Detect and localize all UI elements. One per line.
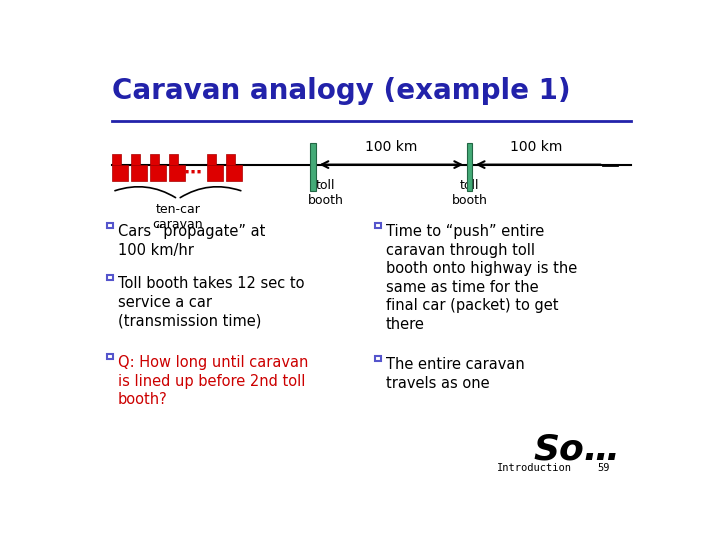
Text: ⋯: ⋯: [183, 164, 201, 182]
FancyBboxPatch shape: [226, 154, 235, 165]
Text: Cars “propagate” at
100 km/hr: Cars “propagate” at 100 km/hr: [118, 224, 265, 258]
Text: Caravan analogy (example 1): Caravan analogy (example 1): [112, 77, 571, 105]
FancyBboxPatch shape: [112, 165, 128, 181]
Bar: [374, 356, 382, 361]
Text: Q: How long until caravan
is lined up before 2nd toll
booth?: Q: How long until caravan is lined up be…: [118, 355, 308, 407]
FancyBboxPatch shape: [226, 165, 242, 181]
Text: 100 km: 100 km: [365, 140, 418, 154]
Bar: [374, 223, 382, 228]
FancyBboxPatch shape: [131, 154, 140, 165]
FancyBboxPatch shape: [150, 165, 166, 181]
Text: The entire caravan
travels as one: The entire caravan travels as one: [386, 357, 524, 391]
Bar: [107, 223, 114, 228]
Text: 59: 59: [598, 463, 611, 473]
Text: So…: So…: [533, 433, 620, 467]
FancyBboxPatch shape: [207, 154, 216, 165]
FancyBboxPatch shape: [112, 154, 121, 165]
Text: ten-car
caravan: ten-car caravan: [153, 203, 203, 231]
Text: Time to “push” entire
caravan through toll
booth onto highway is the
same as tim: Time to “push” entire caravan through to…: [386, 224, 577, 332]
FancyBboxPatch shape: [169, 154, 178, 165]
FancyBboxPatch shape: [310, 143, 316, 191]
Text: 100 km: 100 km: [510, 140, 562, 154]
Text: toll
booth: toll booth: [451, 179, 487, 207]
FancyBboxPatch shape: [131, 165, 147, 181]
Bar: [107, 275, 114, 280]
Text: toll
booth: toll booth: [307, 179, 343, 207]
FancyBboxPatch shape: [169, 165, 185, 181]
FancyBboxPatch shape: [467, 143, 472, 191]
Text: Introduction: Introduction: [498, 463, 572, 473]
FancyBboxPatch shape: [150, 154, 159, 165]
Bar: [107, 354, 114, 359]
FancyBboxPatch shape: [207, 165, 222, 181]
Text: Toll booth takes 12 sec to
service a car
(transmission time): Toll booth takes 12 sec to service a car…: [118, 276, 305, 328]
